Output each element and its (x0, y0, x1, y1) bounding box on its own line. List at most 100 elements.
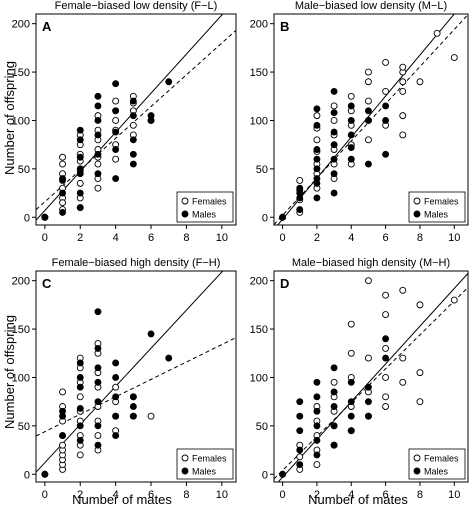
data-point-females (129, 121, 137, 129)
data-point-females (364, 277, 372, 285)
x-tick-label: 8 (417, 232, 423, 244)
data-point-females (296, 453, 304, 461)
data-point-females (364, 97, 372, 105)
data-point-males (94, 308, 102, 316)
data-point-males (112, 374, 120, 381)
data-point-females (382, 87, 390, 95)
data-point-males (129, 112, 137, 120)
data-point-males (313, 165, 321, 173)
legend: Females Males (408, 448, 466, 480)
data-point-males (347, 131, 355, 139)
panel-d: Male−biased high density (M−H)D0 2 4 6 8 1005… (250, 257, 469, 501)
data-point-females (313, 461, 321, 469)
data-point-males (94, 364, 102, 372)
data-point-males (313, 422, 321, 430)
data-point-males (330, 155, 338, 163)
x-axis-label-right: Number of mates (308, 492, 408, 507)
chart-panels: Female−biased low density (F−L)A0 2 4 6 8 100… (12, 0, 469, 501)
data-point-males (296, 206, 304, 213)
y-tick-label: 150 (250, 67, 268, 79)
data-point-females (347, 349, 355, 357)
data-point-females (382, 311, 390, 319)
data-point-males (382, 150, 390, 158)
legend-label-males: Males (192, 467, 217, 477)
data-point-males (279, 213, 287, 221)
data-point-males (129, 412, 137, 420)
legend-marker-males (413, 467, 421, 475)
data-point-males (165, 354, 173, 362)
data-point-females (76, 451, 84, 459)
data-point-males (76, 126, 84, 134)
x-tick-label: 2 (77, 232, 83, 244)
x-tick-label: 4 (348, 489, 354, 501)
data-point-females (399, 378, 407, 386)
data-point-males (347, 102, 355, 110)
x-axis-label-left: Number of mates (72, 492, 172, 507)
y-tick-label: 200 (250, 19, 268, 31)
data-point-females (112, 97, 120, 105)
data-point-males (147, 112, 155, 120)
fit-line-females (274, 287, 468, 480)
data-point-males (112, 393, 120, 401)
legend: Females Males (408, 191, 466, 223)
legend-label-females: Females (192, 454, 227, 464)
data-point-males (76, 165, 84, 173)
data-point-females (399, 87, 407, 95)
data-point-males (76, 136, 84, 144)
data-point-females (364, 78, 372, 86)
data-point-males (330, 403, 338, 410)
data-point-males (94, 150, 102, 158)
data-point-males (112, 412, 120, 420)
data-point-males (94, 441, 102, 449)
y-tick-label: 100 (250, 115, 268, 127)
fit-line-females (36, 337, 236, 437)
panel-letter: C (42, 276, 52, 291)
data-point-males (94, 117, 102, 124)
data-point-males (347, 412, 355, 420)
data-point-males (382, 102, 390, 110)
data-point-females (59, 441, 66, 449)
data-point-males (330, 87, 338, 95)
fit-line-males (36, 271, 224, 473)
data-point-females (313, 136, 321, 144)
data-point-females (330, 378, 338, 386)
data-point-males (313, 175, 321, 182)
legend-marker-females (413, 197, 421, 205)
data-point-males (279, 470, 287, 478)
data-point-males (313, 155, 321, 163)
data-point-females (433, 29, 441, 37)
data-point-males (330, 364, 338, 372)
x-tick-label: 4 (113, 489, 119, 501)
plot-frame (273, 270, 469, 483)
data-point-males (76, 359, 84, 367)
x-tick-label: 2 (314, 232, 320, 244)
legend-label-males: Males (424, 210, 449, 220)
data-point-males (41, 213, 49, 221)
data-point-females (313, 112, 321, 120)
legend-label-females: Females (192, 197, 227, 207)
x-tick-label: 0 (280, 489, 286, 501)
x-tick-label: 2 (77, 489, 83, 501)
data-point-males (112, 359, 120, 367)
data-point-males (59, 175, 66, 182)
legend-label-males: Males (424, 467, 449, 477)
panel-a: Female−biased low density (F−L)A0 2 4 6 8 100… (12, 0, 237, 244)
x-tick-label: 0 (42, 489, 48, 501)
plot-frame (35, 270, 237, 483)
panel-letter: B (280, 19, 289, 34)
y-tick-label: 150 (12, 67, 30, 79)
data-point-males (112, 175, 120, 182)
data-point-males (129, 403, 137, 410)
data-point-females (112, 117, 120, 124)
data-point-males (364, 160, 372, 168)
legend-marker-males (413, 210, 421, 218)
y-tick-label: 0 (262, 212, 268, 224)
data-point-males (59, 407, 66, 415)
x-tick-label: 8 (417, 489, 423, 501)
data-point-females (416, 301, 424, 309)
data-point-females (399, 112, 407, 120)
data-point-males (76, 153, 84, 161)
data-point-males (129, 136, 137, 144)
x-tick-label: 6 (148, 232, 154, 244)
data-point-males (129, 160, 137, 168)
